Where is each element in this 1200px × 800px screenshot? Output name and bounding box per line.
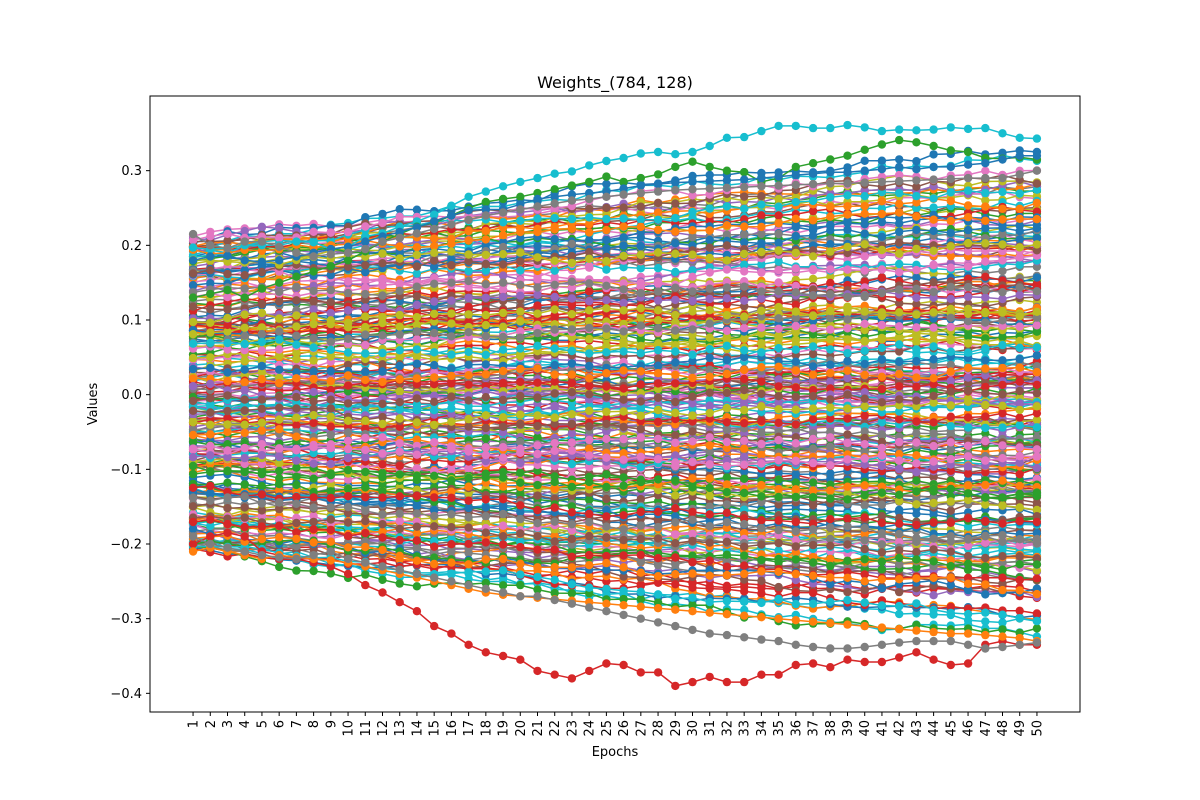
- data-point: [516, 266, 525, 275]
- data-point: [602, 265, 611, 274]
- data-point: [877, 156, 887, 165]
- data-point: [412, 205, 422, 214]
- data-point: [550, 266, 559, 275]
- data-point: [929, 150, 938, 159]
- data-point: [653, 264, 663, 273]
- data-point: [895, 609, 904, 619]
- data-point: [395, 205, 404, 214]
- data-point: [998, 618, 1007, 627]
- data-point: [860, 156, 869, 165]
- data-point: [602, 179, 611, 189]
- data-point: [895, 155, 904, 164]
- data-point: [1015, 260, 1024, 269]
- series-layer: [188, 120, 1042, 691]
- data-point: [912, 157, 921, 166]
- data-point: [808, 274, 818, 284]
- data-point: [671, 267, 680, 277]
- data-point: [912, 509, 921, 518]
- data-point: [378, 209, 387, 219]
- data-point: [929, 510, 938, 519]
- data-point: [929, 591, 938, 600]
- data-point: [791, 575, 800, 585]
- data-point: [998, 266, 1007, 276]
- data-point: [895, 259, 904, 269]
- data-point: [464, 266, 473, 276]
- data-point: [981, 617, 990, 626]
